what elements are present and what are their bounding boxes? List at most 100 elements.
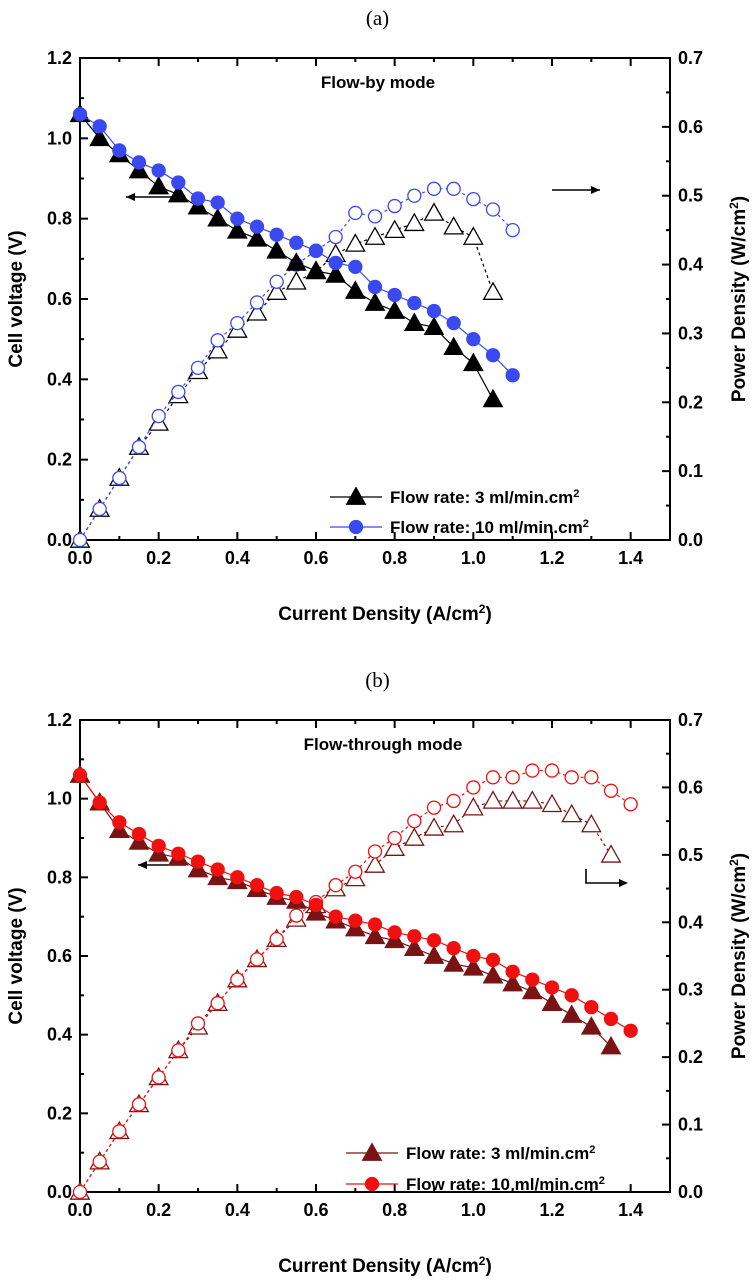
- data-point-circle: [466, 780, 481, 795]
- data-point-circle: [367, 917, 383, 932]
- y2-axis-title-part2: ): [729, 196, 750, 202]
- data-point-circle: [151, 1070, 166, 1085]
- data-point-triangle: [89, 127, 111, 147]
- x-tick-label: 1.4: [618, 548, 643, 568]
- data-point-circle: [112, 470, 127, 486]
- y-tick-label: 0.0: [47, 530, 72, 550]
- data-point-circle: [367, 844, 383, 859]
- data-point-circle: [407, 295, 422, 311]
- data-point-circle: [623, 1023, 638, 1038]
- data-point-circle: [387, 287, 402, 303]
- y2-tick-label: 0.4: [678, 912, 703, 932]
- legend-label-superscript: 2: [599, 1175, 605, 1187]
- data-point-circle: [426, 933, 442, 948]
- data-point-triangle: [443, 336, 465, 356]
- x-tick-label: 1.2: [539, 1200, 564, 1220]
- data-point-triangle: [403, 937, 425, 956]
- data-point-circle: [190, 360, 206, 376]
- data-point-circle: [249, 952, 265, 967]
- data-point-circle: [505, 222, 520, 238]
- data-point-circle: [564, 770, 579, 785]
- data-point-circle: [171, 1043, 186, 1058]
- data-point-circle: [485, 202, 501, 217]
- data-point-triangle: [423, 202, 445, 221]
- y2-tick-label: 0.2: [678, 392, 703, 412]
- data-point-circle: [112, 143, 127, 158]
- data-point-triangle: [541, 992, 563, 1012]
- data-point-circle: [308, 897, 324, 913]
- data-point-circle: [603, 1011, 619, 1027]
- legend-label: Flow rate: 3 ml/min.cm2: [390, 488, 579, 507]
- data-point-circle: [308, 243, 324, 258]
- data-point-triangle: [462, 797, 484, 816]
- x-axis-title-part1: Current Density (A/cm: [278, 604, 479, 625]
- data-point-triangle: [502, 790, 524, 809]
- legend-marker-triangle: [345, 486, 367, 505]
- x-tick-label: 1.2: [539, 548, 564, 568]
- x-axis-title-superscript: 2: [479, 602, 486, 616]
- legend-label-part1: Flow rate: 3 ml/min.cm: [406, 1144, 589, 1163]
- data-point-triangle: [541, 793, 563, 813]
- data-point-triangle: [325, 264, 347, 283]
- data-point-circle: [190, 854, 206, 869]
- data-point-circle: [544, 763, 560, 778]
- data-point-circle: [289, 235, 304, 250]
- data-point-circle: [112, 815, 127, 830]
- data-point-triangle: [403, 312, 425, 331]
- data-point-circle: [269, 227, 284, 242]
- arrow-head: [138, 861, 147, 869]
- right-axis-arrow: [585, 869, 620, 884]
- data-point-circle: [190, 1016, 206, 1031]
- arrow-head: [619, 879, 628, 887]
- y2-tick-label: 0.0: [678, 530, 703, 550]
- y2-tick-label: 0.7: [678, 710, 703, 730]
- data-point-triangle: [423, 945, 445, 964]
- data-point-triangle: [521, 980, 543, 1000]
- y-tick-label: 0.6: [47, 946, 72, 966]
- y-axis-title: Cell voltage (V): [6, 887, 27, 1024]
- data-point-circle: [387, 925, 402, 940]
- y-tick-label: 1.0: [47, 789, 72, 809]
- data-point-triangle: [462, 957, 484, 976]
- plot-frame: [79, 719, 671, 1193]
- data-point-triangle: [443, 953, 465, 972]
- y-tick-label: 0.4: [47, 369, 72, 389]
- data-point-triangle: [384, 300, 406, 319]
- data-point-triangle: [521, 790, 543, 809]
- y-axis-title: Cell voltage (V): [6, 230, 27, 367]
- data-point-triangle: [364, 925, 386, 945]
- arrow-head: [126, 193, 135, 201]
- data-point-triangle: [482, 790, 504, 809]
- data-point-triangle: [482, 388, 504, 408]
- chart-flow-by: 0.0 0.2 0.4 0.6 0.8 1.0 1.2 1.4 0.0 0.2 0.4 0.6 0.8 1…: [6, 48, 750, 625]
- data-point-circle: [584, 770, 599, 785]
- data-point-circle: [387, 830, 402, 846]
- data-point-circle: [328, 229, 343, 245]
- legend-marker-triangle: [361, 1142, 383, 1161]
- data-point-circle: [72, 1184, 88, 1200]
- legend-marker-circle: [348, 519, 364, 535]
- data-point-circle: [151, 838, 166, 854]
- data-point-circle: [485, 348, 501, 363]
- data-point-triangle: [305, 260, 327, 279]
- data-point-circle: [210, 195, 225, 210]
- data-point-triangle: [266, 281, 288, 300]
- data-point-circle: [171, 846, 186, 861]
- y2-tick-label: 0.2: [678, 1047, 703, 1067]
- legend-label: Flow rate: 10 ml/min.cm2: [390, 518, 589, 537]
- x-tick-label: 1.4: [618, 1200, 643, 1220]
- data-point-circle: [190, 191, 206, 206]
- y-tick-label: 0.4: [47, 1025, 72, 1045]
- data-point-triangle: [423, 316, 445, 335]
- data-point-circle: [525, 763, 540, 778]
- data-point-circle: [210, 862, 225, 877]
- y2-axis-title-superscript: 2: [727, 859, 741, 866]
- data-point-triangle: [443, 216, 465, 235]
- data-point-circle: [92, 1154, 107, 1169]
- data-point-triangle: [561, 1004, 583, 1023]
- panel-b-label: (b): [365, 668, 390, 692]
- y2-tick-label: 0.3: [678, 323, 703, 343]
- data-point-circle: [505, 964, 520, 979]
- data-point-circle: [131, 826, 147, 842]
- data-point-circle: [230, 211, 245, 226]
